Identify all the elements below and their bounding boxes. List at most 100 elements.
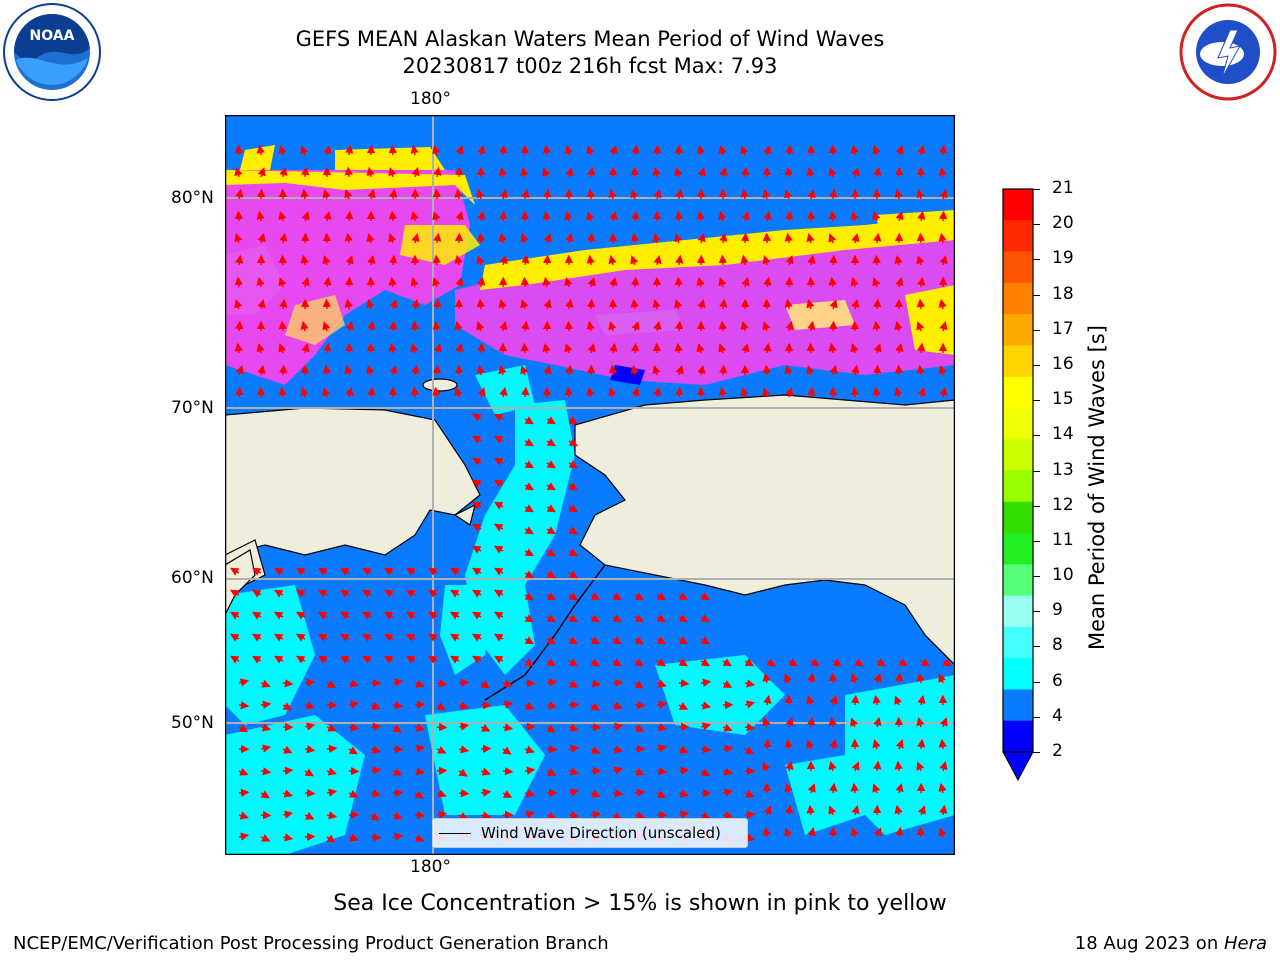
wind-wave-arrow [344,189,353,200]
legend-label: Wind Wave Direction (unscaled) [481,824,721,842]
wind-wave-arrow [829,188,838,200]
wind-wave-arrow [939,189,948,200]
wind-wave-arrow [300,386,309,398]
wind-wave-arrow [608,254,617,266]
wind-wave-arrow [542,167,551,178]
wind-wave-arrow [586,188,595,200]
wind-wave-arrow [678,702,689,710]
wind-wave-arrow [916,298,925,310]
wind-wave-arrow [762,321,771,332]
wind-wave-arrow [480,744,492,754]
wind-wave-arrow [282,679,294,688]
wind-wave-arrow [411,166,420,178]
wind-wave-arrow [344,166,353,178]
wind-wave-arrow [696,144,705,156]
wind-wave-arrow [257,167,266,178]
wind-wave-arrow [235,254,244,266]
colorbar-tick-mark [1033,400,1040,402]
wind-wave-arrow [722,680,733,688]
colorbar-tick-mark [1033,329,1040,331]
wind-wave-arrow [322,364,331,376]
wind-wave-arrow [502,746,512,755]
wind-wave-arrow [700,768,711,777]
wind-wave-arrow [939,717,948,728]
wind-wave-arrow [762,761,771,772]
colorbar-segment [1003,376,1033,409]
wind-wave-arrow [480,811,492,820]
wind-wave-arrow [295,633,306,642]
wind-wave-arrow [411,364,420,376]
colorbar-tick-mark [1033,259,1040,261]
wind-wave-arrow [586,145,595,156]
wind-wave-arrow [234,210,244,222]
wind-wave-arrow [502,766,514,776]
wind-wave-arrow [590,746,601,754]
wind-wave-arrow [524,722,536,732]
wind-wave-arrow [279,232,288,244]
colorbar-tick-mark [1033,540,1040,542]
wind-wave-arrow [806,166,815,178]
wind-wave-arrow [939,144,948,156]
wind-wave-arrow [427,655,438,664]
wind-wave-arrow [828,144,838,156]
wind-wave-arrow [722,788,734,797]
wind-wave-arrow [388,342,397,354]
wind-wave-arrow [938,364,947,376]
wind-wave-arrow [586,386,595,398]
wind-wave-arrow [744,746,755,755]
wind-wave-arrow [718,277,727,288]
wind-wave-arrow [367,386,376,398]
wind-wave-arrow [744,810,756,820]
wind-wave-arrow [700,678,712,687]
wind-wave-arrow [256,210,265,222]
wind-wave-arrow [480,724,491,732]
wind-wave-arrow [590,702,600,711]
wind-wave-arrow [546,504,557,513]
colorbar-tick-label: 21 [1052,178,1074,198]
colorbar-tick-label: 8 [1052,635,1063,656]
wind-wave-arrow [546,416,557,425]
wind-wave-arrow [631,276,640,288]
wind-wave-arrow [543,298,552,310]
wind-wave-arrow [722,723,733,732]
wind-wave-arrow [348,790,359,798]
wind-wave-arrow [894,760,903,772]
wind-wave-arrow [524,526,535,535]
colorbar-tick-label: 16 [1052,353,1074,374]
wind-wave-arrow [366,365,375,376]
wind-wave-arrow [587,166,596,178]
wind-wave-arrow [229,611,240,620]
wind-wave-arrow [939,254,948,266]
wind-wave-arrow [546,592,557,601]
wind-wave-arrow [938,827,947,838]
title-line-2: 20230817 t00z 216h fcst Max: 7.93 [402,54,778,78]
wind-wave-arrow [807,254,816,266]
wind-wave-arrow [344,364,353,376]
wind-wave-arrow [546,636,557,645]
wind-wave-arrow [785,804,794,816]
wind-wave-arrow [476,232,486,244]
wind-wave-arrow [564,276,573,288]
wind-wave-arrow [278,210,287,222]
wind-wave-arrow [806,695,815,706]
colorbar-extend-arrow [1002,751,1034,782]
wind-wave-arrow [894,254,903,266]
wind-wave-arrow [392,768,403,776]
wind-wave-arrow [785,717,794,728]
wind-wave-arrow [828,276,837,288]
wind-wave-arrow [260,810,272,820]
wind-wave-arrow [938,673,947,684]
wind-wave-arrow [894,188,903,200]
wind-wave-arrow [872,254,881,266]
wind-wave-arrow [273,589,284,598]
colorbar-segment [1003,564,1033,597]
wind-wave-arrow [872,188,882,200]
wind-wave-arrow [675,254,684,266]
wind-wave-arrow [345,320,354,332]
wind-wave-arrow [304,701,316,710]
wind-wave-arrow [300,254,309,266]
wind-wave-arrow [568,548,579,557]
wind-wave-arrow [656,767,668,776]
wind-wave-arrow [449,633,460,642]
wind-wave-arrow [938,232,947,244]
